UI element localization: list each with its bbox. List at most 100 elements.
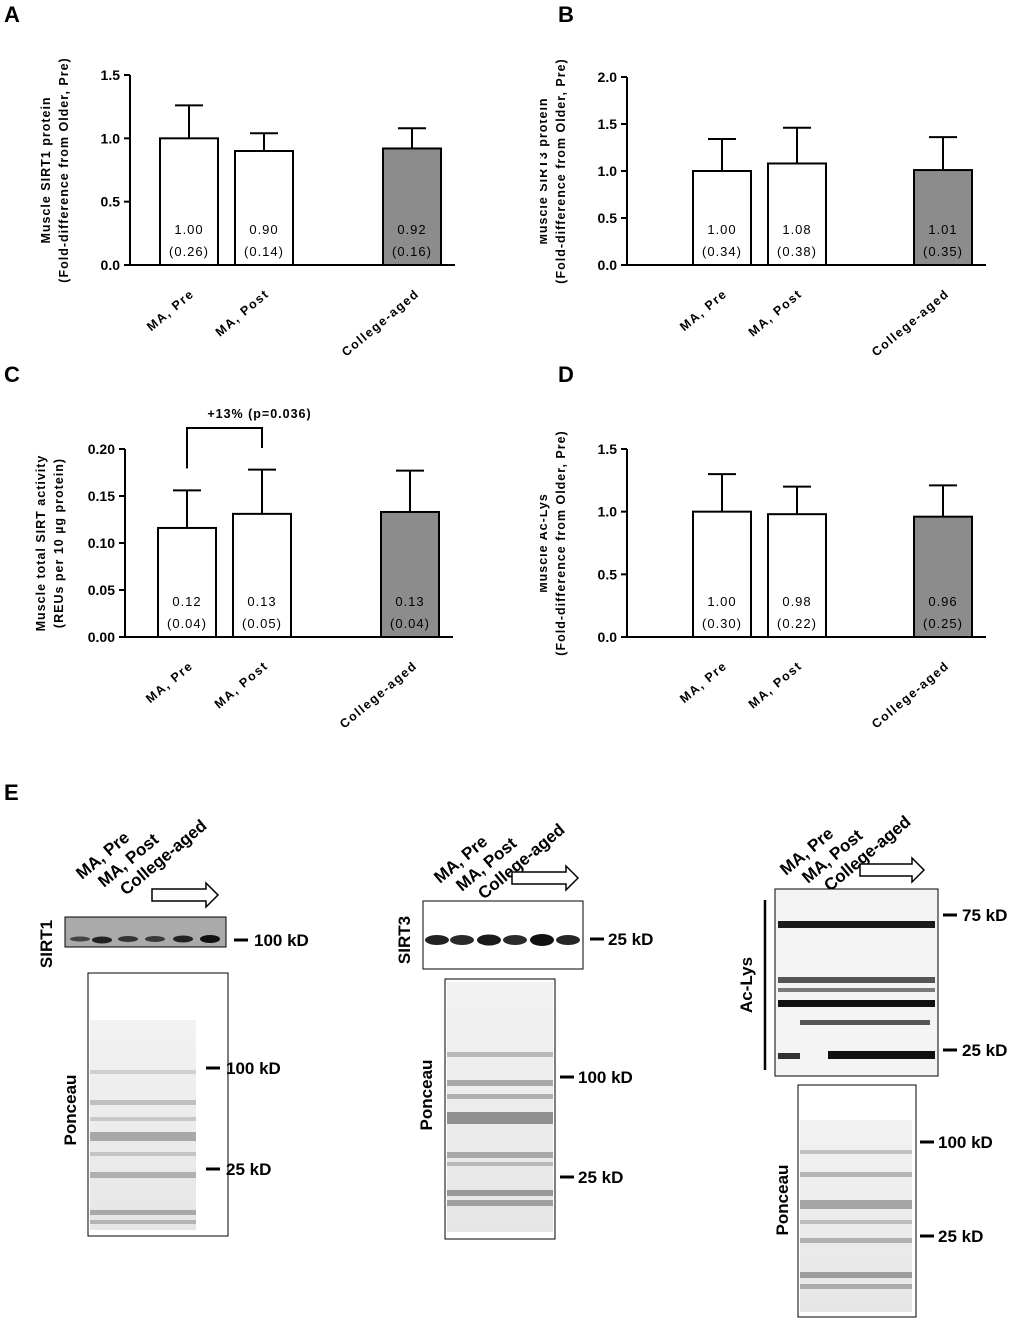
marker-label: 100 kD	[226, 1059, 281, 1078]
marker-label: 75 kD	[962, 906, 1007, 925]
band	[118, 936, 138, 942]
ponceau-bands	[800, 1150, 912, 1289]
panel-label-d: D	[558, 362, 574, 387]
ponceau-band	[800, 1150, 912, 1154]
y-axis-label: (REUs per 10 µg protein)	[52, 458, 66, 628]
category-label: College-aged	[337, 659, 420, 732]
ponceau-band	[447, 1190, 553, 1196]
bar-sd-label: (0.04)	[167, 616, 207, 631]
marker-label: 100 kD	[938, 1133, 993, 1152]
ponceau-band	[447, 1052, 553, 1057]
significance-annotation: +13% (p=0.036)	[207, 407, 311, 421]
marker-label: 100 kD	[254, 931, 309, 950]
y-axis-label: (Fold-difference from Older, Pre)	[57, 57, 71, 282]
ponceau-band	[90, 1100, 196, 1105]
ponceau-band	[90, 1070, 196, 1074]
y-tick-label: 0.05	[88, 582, 115, 598]
band	[70, 936, 90, 942]
band	[92, 936, 112, 944]
lane-arrow	[859, 856, 926, 884]
bar	[692, 170, 752, 266]
bar	[232, 512, 292, 638]
bar-sd-label: (0.16)	[392, 244, 432, 259]
y-axis-label: Muscle Ac-Lys	[540, 493, 550, 593]
significance-bracket	[186, 427, 263, 469]
bar-value-label: 0.13	[395, 594, 424, 609]
ponceau-band	[90, 1117, 196, 1121]
blot-sirt1: MA, Pre MA, Post College-aged SIRT1 100 …	[37, 816, 309, 1237]
bar	[234, 150, 294, 266]
blot-band	[778, 1000, 935, 1007]
y-axis-label: Muscle total SIRT activity	[34, 455, 48, 632]
protein-label-sirt3: SIRT3	[395, 916, 414, 964]
blot-figure: MA, Pre MA, Post College-aged SIRT1 100 …	[37, 812, 1007, 1318]
bar	[913, 169, 973, 266]
blot-band	[778, 977, 935, 983]
band	[425, 935, 449, 945]
blot-band	[828, 1051, 935, 1059]
ponceau-label: Ponceau	[61, 1075, 80, 1146]
category-label: MA, Pre	[143, 659, 196, 706]
bar-value-label: 1.00	[174, 222, 203, 237]
category-label: College-aged	[869, 659, 952, 732]
ponceau-band	[90, 1172, 196, 1178]
category-label: MA, Post	[746, 287, 805, 340]
panel-label-c: C	[4, 362, 20, 387]
y-tick-label: 1.5	[101, 67, 121, 83]
y-axis-label: (Fold-difference from Older, Pre)	[554, 430, 568, 655]
bar	[692, 510, 752, 639]
chart-d-aclys: 0.0 0.5 1.0 1.5 Muscle Ac-Lys (Fold-differenc…	[540, 430, 986, 732]
ponceau-band	[447, 1152, 553, 1158]
ponceau-band	[800, 1220, 912, 1224]
blot-sirt3: MA, Pre MA, Post College-aged SIRT3 25 k…	[395, 820, 653, 1240]
bar	[380, 510, 440, 638]
bar-sd-label: (0.38)	[777, 244, 817, 259]
bar-sd-label: (0.35)	[923, 244, 963, 259]
ponceau-band	[90, 1132, 196, 1141]
ponceau-label: Ponceau	[417, 1060, 436, 1131]
ponceau-band	[447, 1080, 553, 1086]
category-label: MA, Pre	[677, 659, 730, 706]
marker-label: 100 kD	[578, 1068, 633, 1087]
bar-value-label: 0.90	[249, 222, 278, 237]
y-tick-label: 1.5	[598, 441, 618, 457]
y-tick-label: 0.00	[88, 629, 115, 645]
lane-arrow	[511, 864, 580, 892]
band	[503, 935, 527, 945]
bar	[382, 147, 442, 266]
y-tick-label: 0.10	[88, 535, 115, 551]
ponceau-band	[447, 1112, 553, 1124]
blot-band	[778, 921, 935, 928]
bar-sd-label: (0.26)	[169, 244, 209, 259]
category-label: MA, Post	[212, 659, 271, 712]
marker-label: 25 kD	[578, 1168, 623, 1187]
y-tick-label: 0.15	[88, 488, 115, 504]
band	[556, 935, 580, 945]
ponceau-band	[800, 1172, 912, 1177]
y-tick-label: 1.5	[598, 116, 618, 132]
bar-sd-label: (0.25)	[923, 616, 963, 631]
ponceau-band	[800, 1200, 912, 1209]
blot-aclys: MA, Pre MA, Post College-aged Ac-Lys 75 …	[737, 812, 1007, 1318]
bar-value-label: 0.92	[397, 222, 426, 237]
y-tick-label: 0.5	[101, 194, 121, 210]
band	[450, 935, 474, 945]
marker-label: 25 kD	[962, 1041, 1007, 1060]
y-tick-label: 1.0	[598, 504, 618, 520]
bar-sd-label: (0.05)	[242, 616, 282, 631]
category-label: MA, Pre	[144, 287, 197, 334]
chart-c-sirt-activity: 0.00 0.05 0.10 0.15 0.20 Muscle total SIRT ac…	[34, 407, 453, 732]
lane-arrow	[151, 881, 220, 909]
marker-label: 25 kD	[938, 1227, 983, 1246]
band	[530, 934, 554, 946]
y-tick-label: 1.0	[101, 130, 121, 146]
bar-value-label: 1.00	[707, 222, 736, 237]
bar	[157, 526, 217, 639]
ponceau-band	[90, 1220, 196, 1224]
y-tick-label: 0.0	[101, 257, 121, 273]
ponceau-lane-area	[800, 1120, 912, 1312]
chart-b-sirt3: 0.0 0.5 1.0 1.5 2.0 Muscle SIRT3 protein (Fold…	[540, 58, 986, 359]
bar	[913, 515, 973, 638]
blot-band	[778, 988, 935, 992]
blot-membrane	[422, 900, 584, 970]
